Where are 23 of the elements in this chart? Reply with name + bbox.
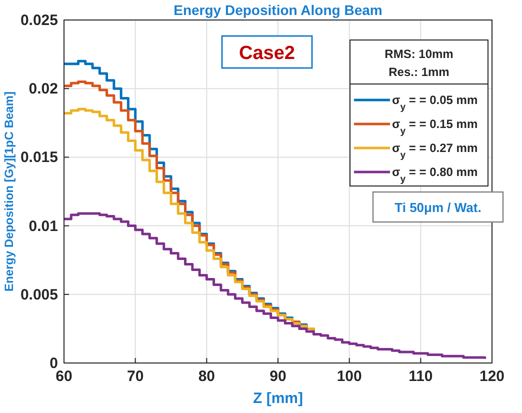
legend-label: σ$_{y}$ = = 0.27 mm bbox=[392, 141, 478, 160]
y-tick-label: 0.015 bbox=[20, 149, 58, 166]
x-tick-label: 70 bbox=[126, 368, 144, 385]
annotation: Case2 bbox=[239, 43, 295, 64]
legend-title: RMS: 10mm Res.: 1mm bbox=[384, 47, 454, 79]
y-tick-label: 0 bbox=[50, 355, 58, 372]
y-tick-label: 0.025 bbox=[20, 12, 58, 29]
y-axis-title: Energy Deposition [Gy][1pC Beam] bbox=[2, 91, 16, 292]
y-tick-label: 0.01 bbox=[28, 218, 58, 235]
x-tick-label: 90 bbox=[270, 368, 286, 385]
legend-label: σ$_{y}$ = = 0.80 mm bbox=[392, 165, 478, 184]
y-tick-label: 0.02 bbox=[28, 80, 58, 98]
legend-label: σ$_{y}$ = = 0.15 mm bbox=[392, 117, 478, 136]
y-tick-label: 0.005 bbox=[20, 286, 58, 304]
x-tick-label: 80 bbox=[198, 368, 216, 385]
x-tick-label: 110 bbox=[408, 368, 433, 385]
annotation: Ti 50μm / Wat. bbox=[394, 200, 482, 215]
x-tick-label: 120 bbox=[479, 368, 505, 385]
x-tick-label: 100 bbox=[336, 368, 362, 385]
x-tick-label: 60 bbox=[56, 368, 72, 385]
legend-label: σ$_{y}$ = = 0.05 mm bbox=[392, 93, 478, 112]
chart-title: Energy Deposition Along Beam bbox=[174, 2, 382, 18]
x-axis-title: Z [mm] bbox=[253, 390, 303, 407]
